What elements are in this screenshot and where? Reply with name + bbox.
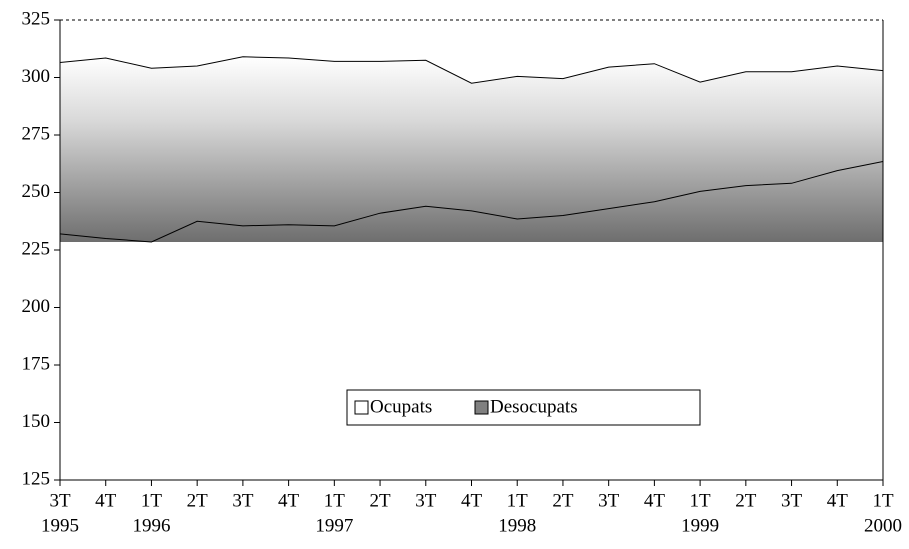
x-tick-label: 3T [781, 490, 803, 511]
y-tick-label: 325 [22, 8, 51, 29]
series-desocupats [59, 56, 884, 84]
x-tick-label: 1T [690, 490, 712, 511]
x-tick-label: 4T [95, 490, 117, 511]
x-tick-label: 2T [735, 490, 757, 511]
legend-label: Ocupats [370, 396, 432, 417]
x-year-label: 1995 [41, 515, 79, 536]
y-tick-label: 200 [22, 296, 51, 317]
x-tick-label: 1T [872, 490, 894, 511]
y-tick-label: 150 [22, 411, 51, 432]
y-tick-label: 175 [22, 353, 51, 374]
x-tick-label: 2T [187, 490, 209, 511]
x-tick-label: 1T [141, 490, 163, 511]
x-year-label: 1998 [498, 515, 536, 536]
legend-label: Desocupats [490, 396, 578, 417]
x-tick-label: 3T [49, 490, 71, 511]
y-tick-label: 250 [22, 181, 51, 202]
x-tick-label: 4T [278, 490, 300, 511]
x-year-label: 2000 [864, 515, 902, 536]
x-tick-label: 2T [552, 490, 574, 511]
x-tick-label: 4T [644, 490, 666, 511]
x-year-label: 1997 [315, 515, 353, 536]
y-tick-label: 275 [22, 123, 51, 144]
y-tick-label: 300 [22, 66, 51, 87]
x-year-label: 1996 [132, 515, 170, 536]
x-tick-label: 3T [232, 490, 254, 511]
x-tick-label: 3T [598, 490, 620, 511]
x-year-label: 1999 [681, 515, 719, 536]
area-desocupats [60, 56, 883, 242]
legend-swatch [474, 400, 489, 415]
legend-box [346, 389, 701, 426]
series-ocupats [59, 160, 884, 243]
x-tick-label: 1T [324, 490, 346, 511]
x-tick-label: 4T [461, 490, 483, 511]
y-tick-label: 125 [22, 468, 51, 489]
x-tick-label: 2T [370, 490, 392, 511]
x-tick-label: 4T [827, 490, 849, 511]
y-tick-label: 225 [22, 238, 51, 259]
legend-swatch [354, 400, 369, 415]
x-tick-label: 1T [507, 490, 529, 511]
x-tick-label: 3T [415, 490, 437, 511]
